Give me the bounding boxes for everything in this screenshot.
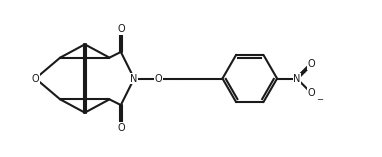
Text: O: O <box>117 24 125 34</box>
Text: N: N <box>130 73 138 84</box>
Text: O: O <box>117 123 125 133</box>
Text: −: − <box>316 95 323 104</box>
Text: O: O <box>32 73 39 84</box>
Text: N: N <box>293 73 301 84</box>
Text: +: + <box>302 68 308 74</box>
Text: O: O <box>155 73 163 84</box>
Text: O: O <box>308 59 315 69</box>
Text: O: O <box>308 88 315 98</box>
